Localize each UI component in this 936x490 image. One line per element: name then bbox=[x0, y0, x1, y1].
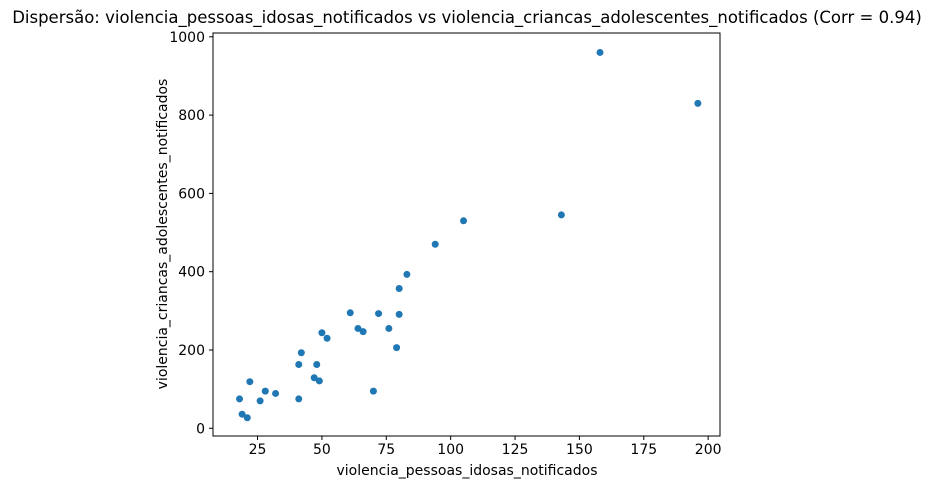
data-point bbox=[596, 48, 604, 56]
data-point bbox=[256, 397, 264, 405]
data-point bbox=[313, 360, 321, 368]
data-point bbox=[236, 395, 244, 403]
chart-title: Dispersão: violencia_pessoas_idosas_noti… bbox=[12, 8, 922, 27]
data-point bbox=[238, 410, 246, 418]
data-point bbox=[557, 211, 565, 219]
data-point bbox=[297, 349, 305, 357]
x-tick-label: 125 bbox=[502, 442, 529, 458]
data-point bbox=[403, 270, 411, 278]
data-point bbox=[395, 285, 403, 293]
data-point bbox=[375, 310, 383, 318]
plot-border bbox=[212, 32, 721, 437]
data-point bbox=[346, 309, 354, 317]
data-point bbox=[354, 324, 362, 332]
data-point bbox=[460, 217, 468, 225]
data-point bbox=[295, 395, 303, 403]
data-point bbox=[385, 324, 393, 332]
data-point bbox=[323, 334, 331, 342]
data-point bbox=[261, 387, 269, 395]
x-tick-label: 150 bbox=[566, 442, 593, 458]
y-tick-label: 800 bbox=[178, 108, 205, 124]
x-tick-label: 175 bbox=[630, 442, 657, 458]
x-tick-label: 200 bbox=[695, 442, 722, 458]
data-point bbox=[272, 389, 280, 397]
data-point bbox=[393, 344, 401, 352]
data-point bbox=[431, 240, 439, 248]
x-axis-label: violencia_pessoas_idosas_notificados bbox=[336, 463, 598, 479]
x-tick-label: 100 bbox=[437, 442, 464, 458]
data-point bbox=[243, 414, 251, 422]
data-point bbox=[295, 360, 303, 368]
data-point bbox=[395, 310, 403, 318]
data-point bbox=[310, 374, 318, 382]
y-tick-label: 1000 bbox=[169, 30, 205, 46]
data-point bbox=[315, 377, 323, 385]
data-point bbox=[369, 387, 377, 395]
x-tick-label: 50 bbox=[313, 442, 331, 458]
x-tick-label: 75 bbox=[377, 442, 395, 458]
x-tick-label: 25 bbox=[249, 442, 267, 458]
y-tick-label: 600 bbox=[178, 186, 205, 202]
data-point bbox=[246, 378, 254, 386]
data-point bbox=[359, 328, 367, 336]
y-tick-label: 0 bbox=[196, 421, 205, 437]
data-point bbox=[694, 99, 702, 107]
y-axis-label: violencia_criancas_adolescentes_notifica… bbox=[155, 78, 171, 390]
y-tick-label: 200 bbox=[178, 343, 205, 359]
y-tick-label: 400 bbox=[178, 265, 205, 281]
data-point bbox=[318, 329, 326, 337]
